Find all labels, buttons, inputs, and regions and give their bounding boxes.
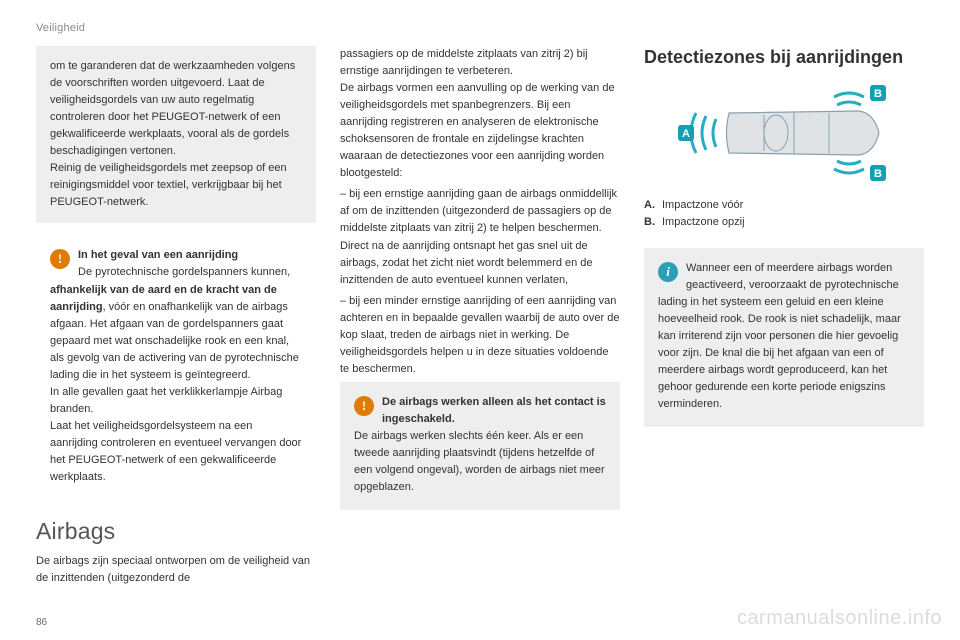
car-top-view-svg: A B B	[674, 83, 894, 183]
ignition-rest: De airbags werken slechts één keer. Als …	[354, 430, 605, 493]
legend-a-text: Impactzone vóór	[662, 199, 743, 211]
warning-lead: De pyrotechnische gordelspanners kunnen,	[78, 266, 290, 278]
info-text: Wanneer een of meerdere airbags worden g…	[658, 262, 901, 410]
warning-icon: !	[354, 396, 374, 416]
car-body	[727, 111, 880, 155]
legend-a-label: A.	[644, 197, 662, 215]
arc-side-top-2	[837, 102, 861, 105]
svg-text:B: B	[874, 168, 882, 180]
diagram-label-b-bottom: B	[870, 165, 886, 181]
arc-front-2	[702, 116, 706, 150]
airbags-heading: Airbags	[36, 518, 316, 545]
page-columns: om te garanderen dat de werkzaamheden vo…	[36, 46, 924, 591]
airbags-bullet-1: – bij een ernstige aanrijding gaan de ai…	[340, 186, 620, 288]
section-header: Veiligheid	[36, 22, 924, 34]
warning-callout-collision: ! In het geval van een aanrijding De pyr…	[36, 237, 316, 500]
column-1: om te garanderen dat de werkzaamheden vo…	[36, 46, 316, 591]
detection-zones-heading: Detectiezones bij aanrijdingen	[644, 46, 924, 69]
warning-callout-ignition: ! De airbags werken alleen als het conta…	[340, 382, 620, 510]
airbags-intro: De airbags zijn speciaal ontworpen om de…	[36, 553, 316, 587]
svg-text:A: A	[682, 128, 690, 140]
diagram-label-a: A	[678, 125, 694, 141]
detection-zones-diagram: A B B	[644, 83, 924, 183]
legend-b-label: B.	[644, 214, 662, 232]
info-icon: i	[658, 262, 678, 282]
svg-text:B: B	[874, 88, 882, 100]
page-number: 86	[36, 617, 47, 628]
airbags-flow-1: passagiers op de middelste zitplaats van…	[340, 46, 620, 182]
maintenance-note-box: om te garanderen dat de werkzaamheden vo…	[36, 46, 316, 223]
legend-b-text: Impactzone opzij	[662, 216, 745, 228]
warning-icon: !	[50, 249, 70, 269]
info-callout-airbag-smoke: i Wanneer een of meerdere airbags worden…	[644, 248, 924, 427]
airbags-bullet-2: – bij een minder ernstige aanrijding of …	[340, 293, 620, 378]
diagram-legend: A.Impactzone vóór B.Impactzone opzij	[644, 197, 924, 232]
ignition-bold: De airbags werken alleen als het contact…	[382, 396, 606, 425]
warning-title: In het geval van een aanrijding	[78, 249, 238, 261]
column-3: Detectiezones bij aanrijdingen	[644, 46, 924, 591]
watermark: carmanualsonline.info	[737, 607, 942, 630]
arc-front-3	[713, 119, 716, 147]
diagram-label-b-top: B	[870, 85, 886, 101]
arc-side-bot-1	[834, 169, 864, 173]
column-2: passagiers op de middelste zitplaats van…	[340, 46, 620, 591]
warning-rest: , vóór en onafhankelijk van de airbags a…	[50, 301, 301, 483]
arc-side-bot-2	[837, 161, 861, 164]
arc-side-top-1	[834, 93, 864, 97]
